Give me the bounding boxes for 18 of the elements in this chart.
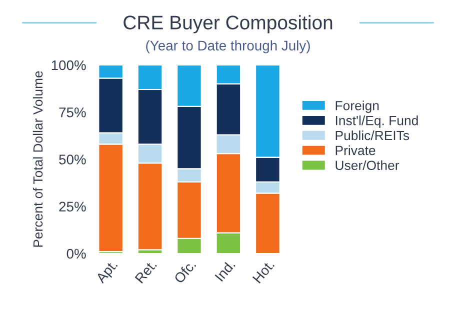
y-tick-label: 100% bbox=[52, 60, 86, 70]
x-tick-label: Apt. bbox=[95, 260, 120, 286]
x-tick-label: Hot. bbox=[252, 260, 275, 284]
x-tick-label: Ind. bbox=[214, 259, 236, 282]
legend-label: Foreign bbox=[336, 100, 379, 113]
chart-title: CRE Buyer Composition bbox=[124, 15, 332, 34]
x-tick-label: Ofc. bbox=[173, 259, 196, 284]
legend-label: Public/REITs bbox=[336, 130, 410, 140]
chart-subtitle: (Year to Date through July) bbox=[146, 40, 310, 54]
y-tick-label: 25% bbox=[59, 202, 86, 212]
x-tick-label: Ret. bbox=[134, 260, 158, 284]
legend-label: User/Other bbox=[336, 160, 400, 170]
legend-label: Private bbox=[336, 145, 376, 156]
y-axis-title: Percent of Total Dollar Volume bbox=[32, 71, 43, 247]
y-tick-label: 0% bbox=[66, 248, 86, 259]
y-tick-label: 75% bbox=[59, 108, 86, 118]
y-tick-label: 50% bbox=[59, 154, 86, 164]
legend-label: Inst'l/Eq. Fund bbox=[336, 116, 418, 128]
